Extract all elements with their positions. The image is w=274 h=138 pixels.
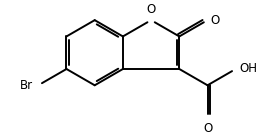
Text: O: O <box>211 14 220 27</box>
Text: Br: Br <box>20 79 33 92</box>
Text: O: O <box>147 3 156 16</box>
Text: OH: OH <box>240 63 258 75</box>
Text: O: O <box>203 122 212 135</box>
